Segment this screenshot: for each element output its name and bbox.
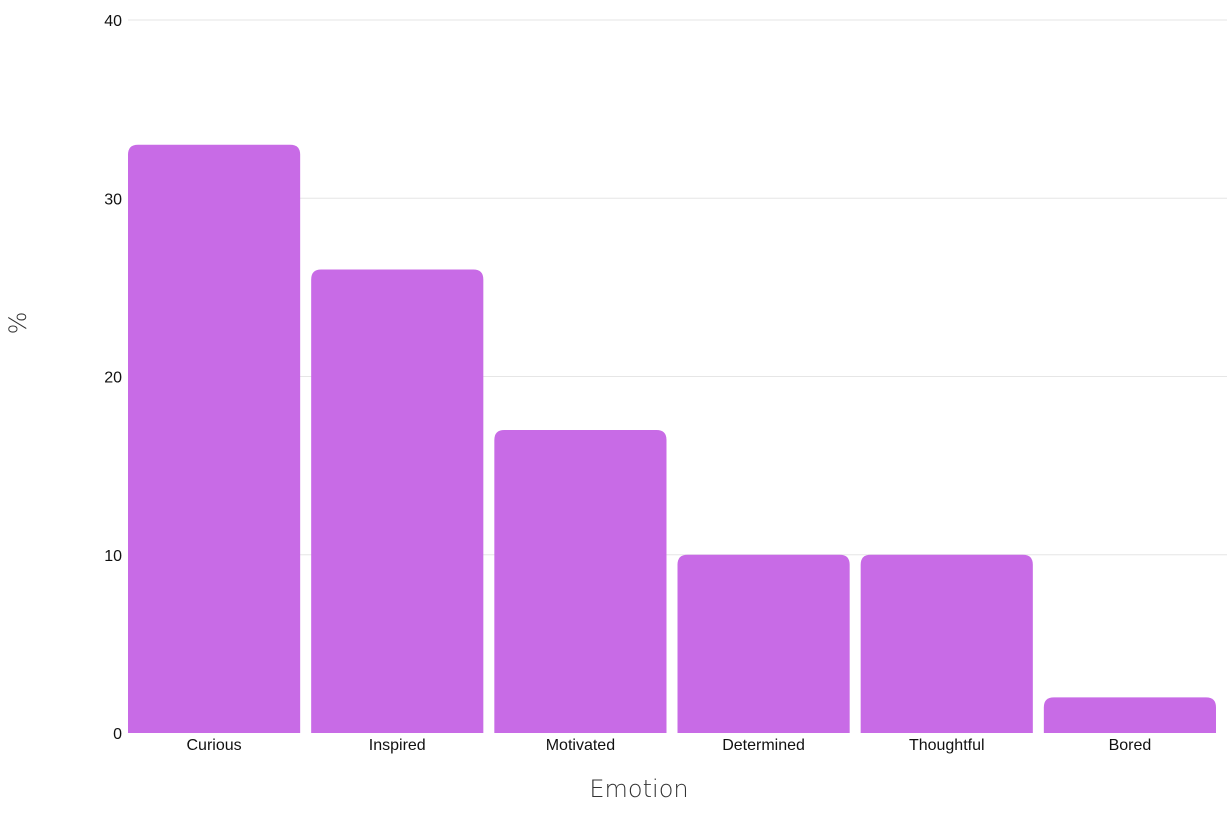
bar-determined: [677, 554, 850, 733]
x-tick-label: Curious: [187, 737, 242, 754]
x-tick-label: Bored: [1109, 737, 1152, 754]
bar-motivated: [494, 429, 667, 733]
y-tick-label: 0: [113, 726, 122, 743]
y-tick-label: 10: [104, 548, 122, 565]
y-axis-title: %: [4, 312, 32, 335]
x-tick-label: Thoughtful: [909, 737, 985, 754]
y-tick-label: 30: [104, 191, 122, 208]
y-tick-label: 20: [104, 370, 122, 387]
bar-thoughtful: [860, 554, 1033, 733]
bar-inspired: [311, 269, 484, 733]
bars: [128, 144, 1216, 733]
bar-bored: [1043, 697, 1216, 733]
y-axis-ticks: 0 10 20 30 40: [104, 13, 122, 743]
x-tick-label: Determined: [722, 737, 805, 754]
x-tick-label: Motivated: [546, 737, 615, 754]
y-tick-label: 40: [104, 13, 122, 30]
x-tick-label: Inspired: [369, 737, 426, 754]
x-axis-ticks: Curious Inspired Motivated Determined Though…: [187, 737, 1152, 754]
bar-curious: [128, 144, 301, 733]
x-axis-title: Emotion: [589, 775, 688, 803]
